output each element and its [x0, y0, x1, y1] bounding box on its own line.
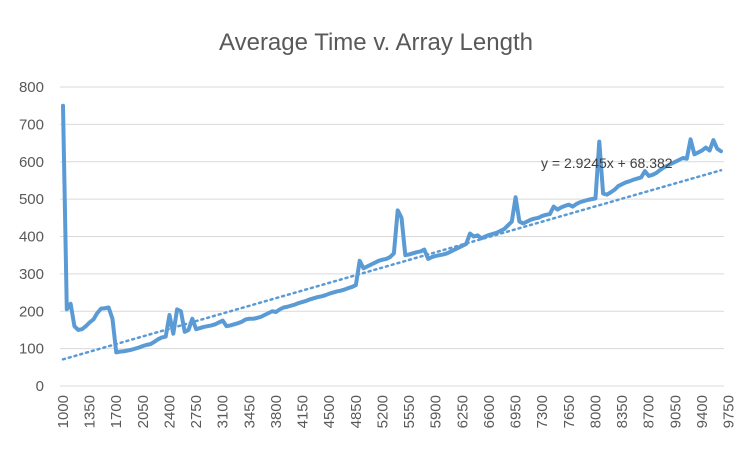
y-tick-label: 300	[19, 266, 44, 283]
trendline-layer	[61, 169, 723, 361]
x-tick-label: 2400	[161, 395, 178, 428]
x-tick-label: 3450	[241, 395, 258, 428]
x-tick-label: 5200	[374, 395, 391, 428]
x-tick-label: 6250	[454, 395, 471, 428]
x-tick-label: 7300	[534, 395, 551, 428]
x-tick-label: 6600	[481, 395, 498, 428]
x-tick-label: 3800	[268, 395, 285, 428]
x-tick-label: 8000	[587, 395, 604, 428]
x-tick-label: 9750	[721, 395, 738, 428]
series-layer	[61, 103, 723, 355]
x-tick-label: 4500	[321, 395, 338, 428]
gridlines	[60, 86, 724, 387]
x-tick-label: 4150	[295, 395, 312, 428]
series-line	[61, 103, 723, 355]
y-tick-label: 600	[19, 154, 44, 171]
x-tick-label: 5550	[401, 395, 418, 428]
x-tick-label: 3100	[215, 395, 232, 428]
y-axis-ticks: 0 100 200 300 400 500 600 700 800	[19, 79, 44, 395]
trendline	[61, 169, 723, 361]
x-tick-label: 6950	[508, 395, 525, 428]
x-tick-label: 4850	[348, 395, 365, 428]
x-tick-label: 9050	[667, 395, 684, 428]
y-tick-label: 700	[19, 116, 44, 133]
chart-title: Average Time v. Array Length	[219, 29, 533, 56]
y-tick-label: 800	[19, 79, 44, 96]
y-tick-label: 0	[36, 378, 44, 395]
y-tick-label: 100	[19, 341, 44, 358]
x-axis-ticks: 1000 1350 1700 2050 2400 2750 3100 3450 3800 4150…	[55, 395, 738, 428]
x-tick-label: 8350	[614, 395, 631, 428]
x-tick-label: 2750	[188, 395, 205, 428]
x-tick-label: 5900	[428, 395, 445, 428]
x-tick-label: 1700	[108, 395, 125, 428]
y-tick-label: 500	[19, 191, 44, 208]
x-tick-label: 1350	[82, 395, 99, 428]
x-tick-label: 8700	[641, 395, 658, 428]
y-tick-label: 200	[19, 303, 44, 320]
trendline-equation: y = 2.9245x + 68.382	[541, 155, 673, 171]
x-tick-label: 7650	[561, 395, 578, 428]
x-tick-label: 1000	[55, 395, 72, 428]
x-tick-label: 2050	[135, 395, 152, 428]
y-tick-label: 400	[19, 229, 44, 246]
x-tick-label: 9400	[694, 395, 711, 428]
